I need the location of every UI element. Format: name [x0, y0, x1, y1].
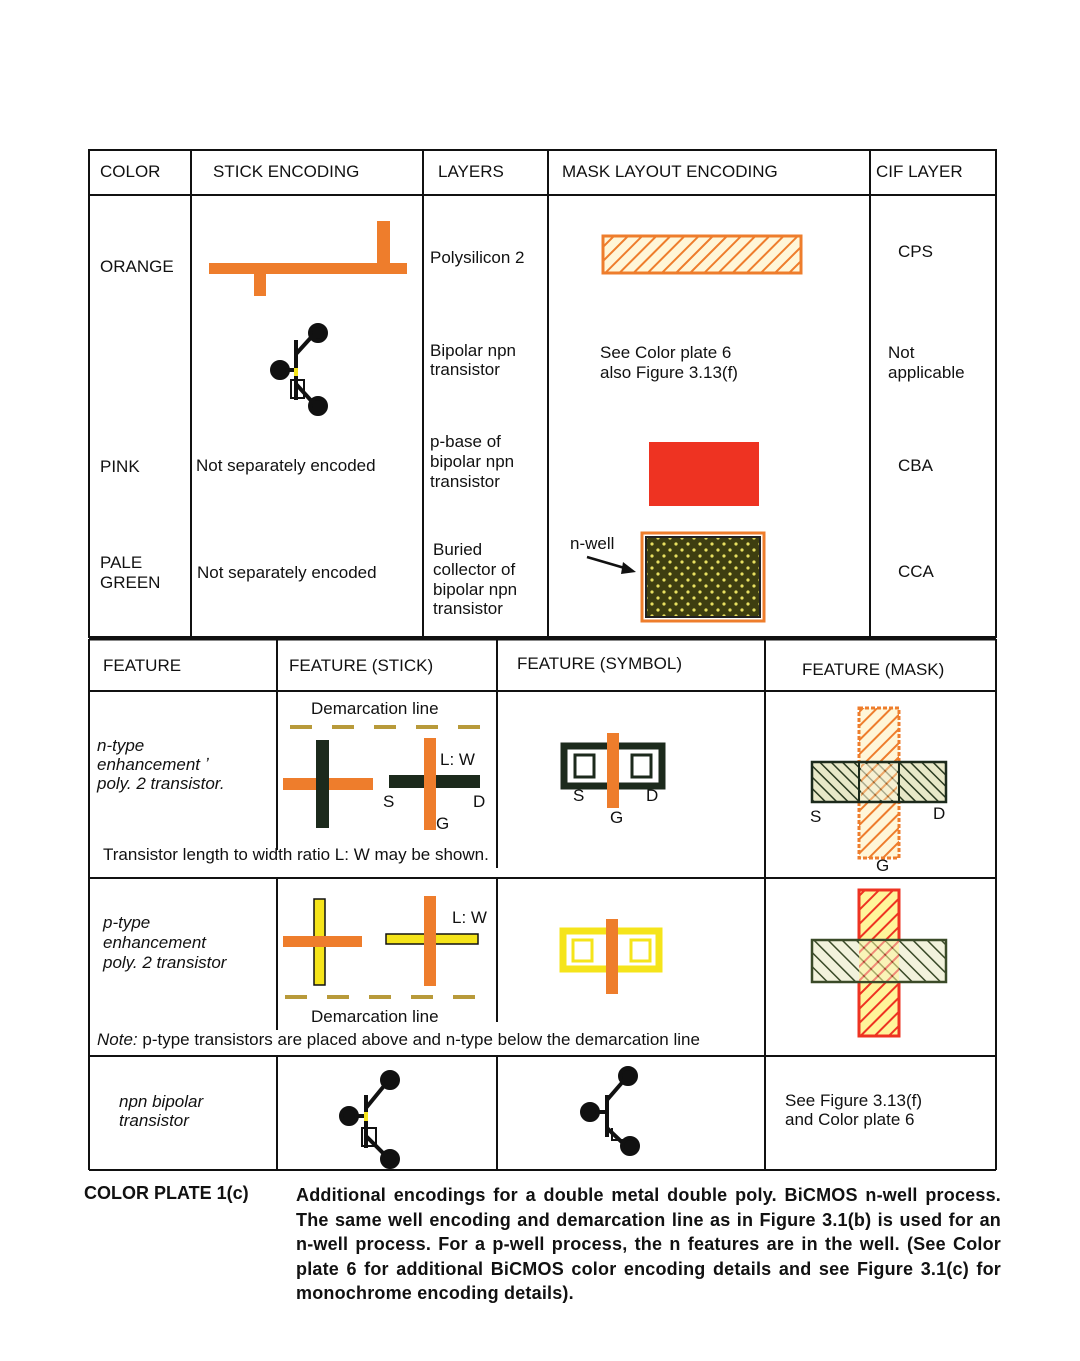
table1-grid — [88, 149, 997, 638]
bipolar-npn-symbol-icon — [270, 323, 328, 416]
n-well-arrow-icon — [586, 555, 636, 574]
ptype-note: Note: p-type transistors are placed abov… — [97, 1030, 700, 1050]
layer-buried-3: bipolar npn — [433, 580, 518, 599]
feature-ptype-2: enhancement — [103, 933, 207, 952]
npn-stick-icon — [339, 1070, 400, 1169]
npn-symbol-icon — [580, 1066, 640, 1156]
demarcation-label-bottom: Demarcation line — [311, 1007, 439, 1026]
layer-bipolar-npn-2: transistor — [430, 360, 500, 379]
buried-collector-mask-swatch — [640, 531, 766, 623]
cif-not: Not — [888, 343, 915, 362]
mask-n-well-label: n-well — [570, 534, 615, 553]
col-header-feature-mask: FEATURE (MASK) — [802, 660, 945, 679]
stick-not-encoded-pink: Not separately encoded — [196, 456, 376, 475]
n-type-mask-icon — [810, 706, 948, 860]
layer-buried-2: collector of — [433, 560, 516, 579]
n-type-stick-cross-icon — [283, 740, 373, 828]
feature-ntype-2: enhancement ʼ — [97, 755, 209, 774]
layer-pbase-2: bipolar npn — [430, 452, 515, 471]
n-type-symbol-icon — [560, 733, 666, 808]
feature-ntype-1: n-type — [97, 736, 145, 755]
p-type-stick-lw-icon — [385, 896, 479, 986]
note-prefix: Note: — [97, 1030, 138, 1049]
demarcation-label-top: Demarcation line — [311, 699, 439, 718]
ntype-symbol-d: D — [646, 786, 659, 805]
cif-cba: CBA — [898, 456, 933, 475]
cif-applicable: applicable — [888, 363, 965, 382]
ntype-symbol-s: S — [573, 786, 585, 805]
caption-label: COLOR PLATE 1(c) — [84, 1183, 249, 1203]
col-header-color: COLOR — [100, 162, 161, 181]
npn-mask-text-1: See Figure 3.13(f) — [785, 1091, 923, 1110]
ntype-symbol-g: G — [610, 808, 624, 827]
ntype-stick-d: D — [473, 792, 486, 811]
col-header-feature-stick: FEATURE (STICK) — [289, 656, 434, 675]
col-header-layers: LAYERS — [438, 162, 504, 181]
layer-bipolar-npn-1: Bipolar npn — [430, 341, 517, 360]
layer-polysilicon: Polysilicon 2 — [430, 248, 525, 267]
polysilicon-mask-swatch — [601, 234, 803, 275]
col-header-stick-encoding: STICK ENCODING — [213, 162, 360, 181]
p-type-stick-cross-icon — [283, 898, 362, 986]
layer-pbase-3: transistor — [430, 472, 500, 491]
stick-not-encoded-green: Not separately encoded — [197, 563, 377, 582]
p-base-mask-swatch — [649, 442, 759, 506]
ntype-lw-label: L: W — [440, 750, 475, 769]
layer-buried-1: Buried — [433, 540, 483, 559]
mask-see-figure: also Figure 3.13(f) — [600, 363, 738, 382]
caption-text: Additional encodings for a double metal … — [296, 1185, 1001, 1303]
ntype-stick-g: G — [436, 814, 450, 833]
mask-see-color-plate: See Color plate 6 — [600, 343, 732, 362]
p-type-symbol-icon — [559, 919, 663, 994]
ntype-stick-s: S — [383, 792, 395, 811]
col-header-feature: FEATURE — [103, 656, 182, 675]
color-orange: ORANGE — [100, 257, 174, 276]
cif-cca: CCA — [898, 562, 934, 581]
orange-stick-icon — [209, 221, 407, 296]
color-pale: PALE — [100, 553, 143, 572]
feature-ptype-3: poly. 2 transistor — [103, 953, 227, 972]
npn-mask-text-2: and Color plate 6 — [785, 1110, 915, 1129]
ntype-note: Transistor length to width ratio L: W ma… — [103, 845, 489, 864]
ptype-lw-label: L: W — [452, 908, 487, 927]
layer-pbase-1: p-base of — [430, 432, 501, 451]
color-pink: PINK — [100, 457, 140, 476]
ntype-mask-d: D — [933, 804, 946, 823]
table2-grid — [88, 637, 997, 1171]
feature-npn-2: transistor — [119, 1111, 189, 1130]
n-type-stick-lw-icon — [389, 738, 480, 830]
layer-buried-4: transistor — [433, 599, 503, 618]
feature-npn-1: npn bipolar — [119, 1092, 204, 1111]
col-header-feature-symbol: FEATURE (SYMBOL) — [517, 654, 682, 673]
p-type-mask-icon — [810, 888, 948, 1038]
feature-ntype-3: poly. 2 transistor. — [97, 774, 225, 793]
cif-cps: CPS — [898, 242, 933, 261]
note-text: p-type transistors are placed above and … — [137, 1030, 700, 1049]
ntype-mask-g: G — [876, 856, 890, 875]
feature-ptype-1: p-type — [103, 913, 151, 932]
color-green: GREEN — [100, 573, 161, 592]
col-header-mask-layout: MASK LAYOUT ENCODING — [562, 162, 778, 181]
col-header-cif-layer: CIF LAYER — [876, 162, 963, 181]
ntype-mask-s: S — [810, 807, 822, 826]
